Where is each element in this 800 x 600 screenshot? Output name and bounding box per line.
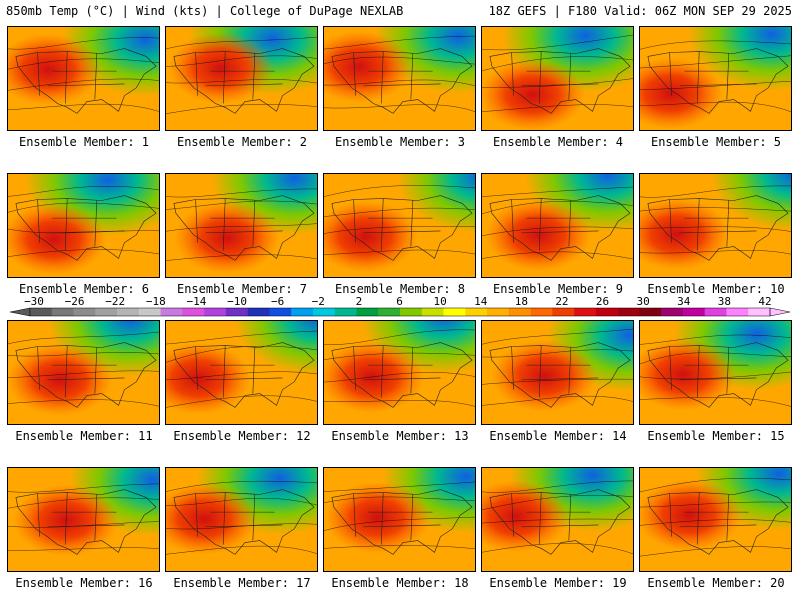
colorbar-segment [465,308,488,316]
temperature-colorbar: −30 −26 −22 −18 −14 −10 −6 −2 2 6 10 14 18 22 26 30 34 38… [9,296,791,317]
member-label-7: Ensemble Member: 7 [176,282,308,296]
map-panel-member-18 [323,467,476,572]
colorbar-segment [160,308,183,316]
colorbar-segment [421,308,444,316]
colorbar-tick-label: 26 [596,296,609,308]
colorbar-segment [574,308,597,316]
colorbar-tick-label: −2 [312,296,325,308]
colorbar-tick-label: −18 [146,296,166,308]
colorbar-segment [312,308,336,316]
member-label-13: Ensemble Member: 13 [331,429,469,443]
member-label-11: Ensemble Member: 11 [15,429,153,443]
member-label-8: Ensemble Member: 8 [334,282,466,296]
member-label-14: Ensemble Member: 14 [489,429,627,443]
colorbar-segment [138,308,161,316]
map-panel-member-1 [7,26,160,131]
member-label-6: Ensemble Member: 6 [18,282,150,296]
member-label-18: Ensemble Member: 18 [331,576,469,590]
member-label-3: Ensemble Member: 3 [334,135,466,149]
header-run-info: 18Z GEFS | F180 Valid: 06Z MON SEP 29 20… [488,4,792,18]
member-label-20: Ensemble Member: 20 [647,576,785,590]
member-label-15: Ensemble Member: 15 [647,429,785,443]
colorbar-segment [225,308,248,316]
map-panel-member-20 [639,467,792,572]
map-panel-member-3 [323,26,476,131]
colorbar-segment [487,308,510,316]
member-label-19: Ensemble Member: 19 [489,576,627,590]
colorbar-right-arrow [769,307,791,317]
header-title: 850mb Temp (°C) | Wind (kts) | College o… [6,4,404,18]
colorbar-segment [334,308,357,316]
colorbar-tick-label: −10 [227,296,247,308]
colorbar-segment [247,308,270,316]
colorbar-segment [443,308,466,316]
colorbar-segment [291,308,314,316]
colorbar-tick-label: 30 [637,296,650,308]
colorbar-segment [356,308,379,316]
colorbar-tick-label: 34 [677,296,691,308]
colorbar-segment [269,308,292,316]
colorbar-segment [617,308,640,316]
member-label-1: Ensemble Member: 1 [18,135,150,149]
map-panel-member-13 [323,320,476,425]
map-panel-member-19 [481,467,634,572]
colorbar-segment [595,308,618,316]
member-label-4: Ensemble Member: 4 [492,135,624,149]
member-label-16: Ensemble Member: 16 [15,576,153,590]
map-panel-member-12 [165,320,318,425]
colorbar-tick-label: −14 [187,296,207,308]
colorbar-segment [51,308,74,316]
colorbar-segment [95,308,118,316]
member-label-5: Ensemble Member: 5 [650,135,782,149]
colorbar-tick-label: 38 [718,296,731,308]
map-panel-member-6 [7,173,160,278]
map-panel-member-17 [165,467,318,572]
colorbar-tick-label: −30 [24,296,44,308]
map-panel-member-5 [639,26,792,131]
colorbar-segment [204,308,227,316]
member-label-2: Ensemble Member: 2 [176,135,308,149]
colorbar-segment [661,308,684,316]
map-panel-member-7 [165,173,318,278]
member-label-10: Ensemble Member: 10 [647,282,785,296]
map-panel-member-4 [481,26,634,131]
colorbar-segment [400,308,423,316]
colorbar-tick-label: 10 [433,296,446,308]
colorbar-segment [552,308,575,316]
colorbar-tick-label: 2 [356,296,363,308]
map-panel-member-15 [639,320,792,425]
colorbar-tick-label: 6 [396,296,403,308]
map-panel-member-8 [323,173,476,278]
colorbar-segment [748,308,771,316]
colorbar-segment [508,308,531,316]
map-panel-member-14 [481,320,634,425]
colorbar-segment [73,308,96,316]
colorbar-segment [182,308,205,316]
colorbar-tick-label: −26 [65,296,85,308]
map-panel-member-9 [481,173,634,278]
colorbar-tick-label: 22 [555,296,568,308]
colorbar-tick-label: 14 [474,296,488,308]
colorbar-segment [117,308,140,316]
colorbar-tick-label: −6 [271,296,284,308]
colorbar-segment [682,308,706,316]
colorbar-tick-label: 18 [515,296,528,308]
colorbar-segment [639,308,662,316]
colorbar-segment [704,308,727,316]
member-label-12: Ensemble Member: 12 [173,429,311,443]
member-label-17: Ensemble Member: 17 [173,576,311,590]
colorbar-left-arrow [9,307,31,317]
colorbar-segment [378,308,401,316]
colorbar-segment [726,308,749,316]
map-panel-member-2 [165,26,318,131]
colorbar-tick-label: 42 [758,296,771,308]
map-panel-member-11 [7,320,160,425]
member-label-9: Ensemble Member: 9 [492,282,624,296]
colorbar-segment [30,308,53,316]
map-panel-member-16 [7,467,160,572]
map-panel-member-10 [639,173,792,278]
colorbar-tick-label: −22 [105,296,125,308]
colorbar-segment [530,308,553,316]
